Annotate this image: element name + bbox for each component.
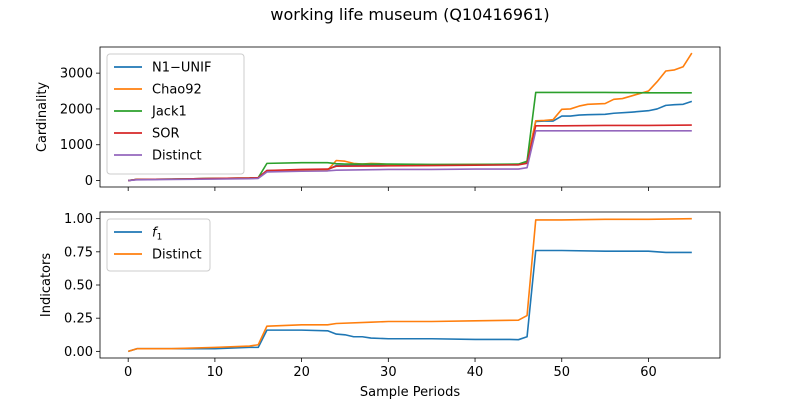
x-tick-label: 20 (293, 365, 310, 380)
x-tick-label: 0 (124, 365, 132, 380)
x-tick-label: 60 (640, 365, 657, 380)
series-line-distinct (127, 217, 692, 353)
x-axis-label: Sample Periods (360, 385, 460, 400)
legend-label: SOR (152, 127, 180, 142)
legend-label: N1−UNIF (152, 61, 211, 76)
legend-box (106, 53, 245, 175)
y-tick-label: 0.25 (64, 312, 93, 327)
y-tick-label: 1000 (60, 138, 93, 153)
y-tick-label: 0.50 (64, 279, 93, 294)
y-axis-label: Cardinality (35, 82, 50, 153)
y-tick-label: 0 (85, 174, 93, 189)
top-panel-cardinality: 0 1000 2000 3000 Cardinality N1−UNIF Chao92 Jac… (35, 46, 721, 191)
axes-frame (99, 46, 721, 188)
legend-label: f1 (152, 226, 162, 243)
legend-label: Distinct (152, 149, 202, 164)
bottom-panel-indicators: 0 10 20 30 40 50 60 0.00 0.25 0.50 0.75 1.00 Indicat… (39, 211, 721, 400)
y-tick-label: 0.00 (64, 345, 93, 360)
x-tick-label: 40 (467, 365, 484, 380)
y-tick-label: 2000 (60, 102, 93, 117)
legend: f1 Distinct (106, 218, 211, 272)
figure-title: working life museum (Q10416961) (270, 5, 549, 24)
series-line-distinct (128, 129, 692, 182)
legend-label: Jack1 (151, 105, 187, 120)
x-tick-label: 50 (553, 365, 570, 380)
series-line-f1 (127, 249, 692, 353)
legend-box (106, 218, 211, 272)
y-tick-label: 0.75 (64, 245, 93, 260)
y-axis-label: Indicators (39, 253, 54, 317)
legend-label: Distinct (152, 248, 202, 263)
x-tick-label: 10 (207, 365, 224, 380)
legend: N1−UNIF Chao92 Jack1 SOR Distinct (106, 53, 245, 175)
y-tick-label: 1.00 (64, 212, 93, 227)
legend-label: Chao92 (152, 83, 202, 98)
y-tick-label: 3000 (60, 67, 93, 82)
x-tick-label: 30 (380, 365, 397, 380)
